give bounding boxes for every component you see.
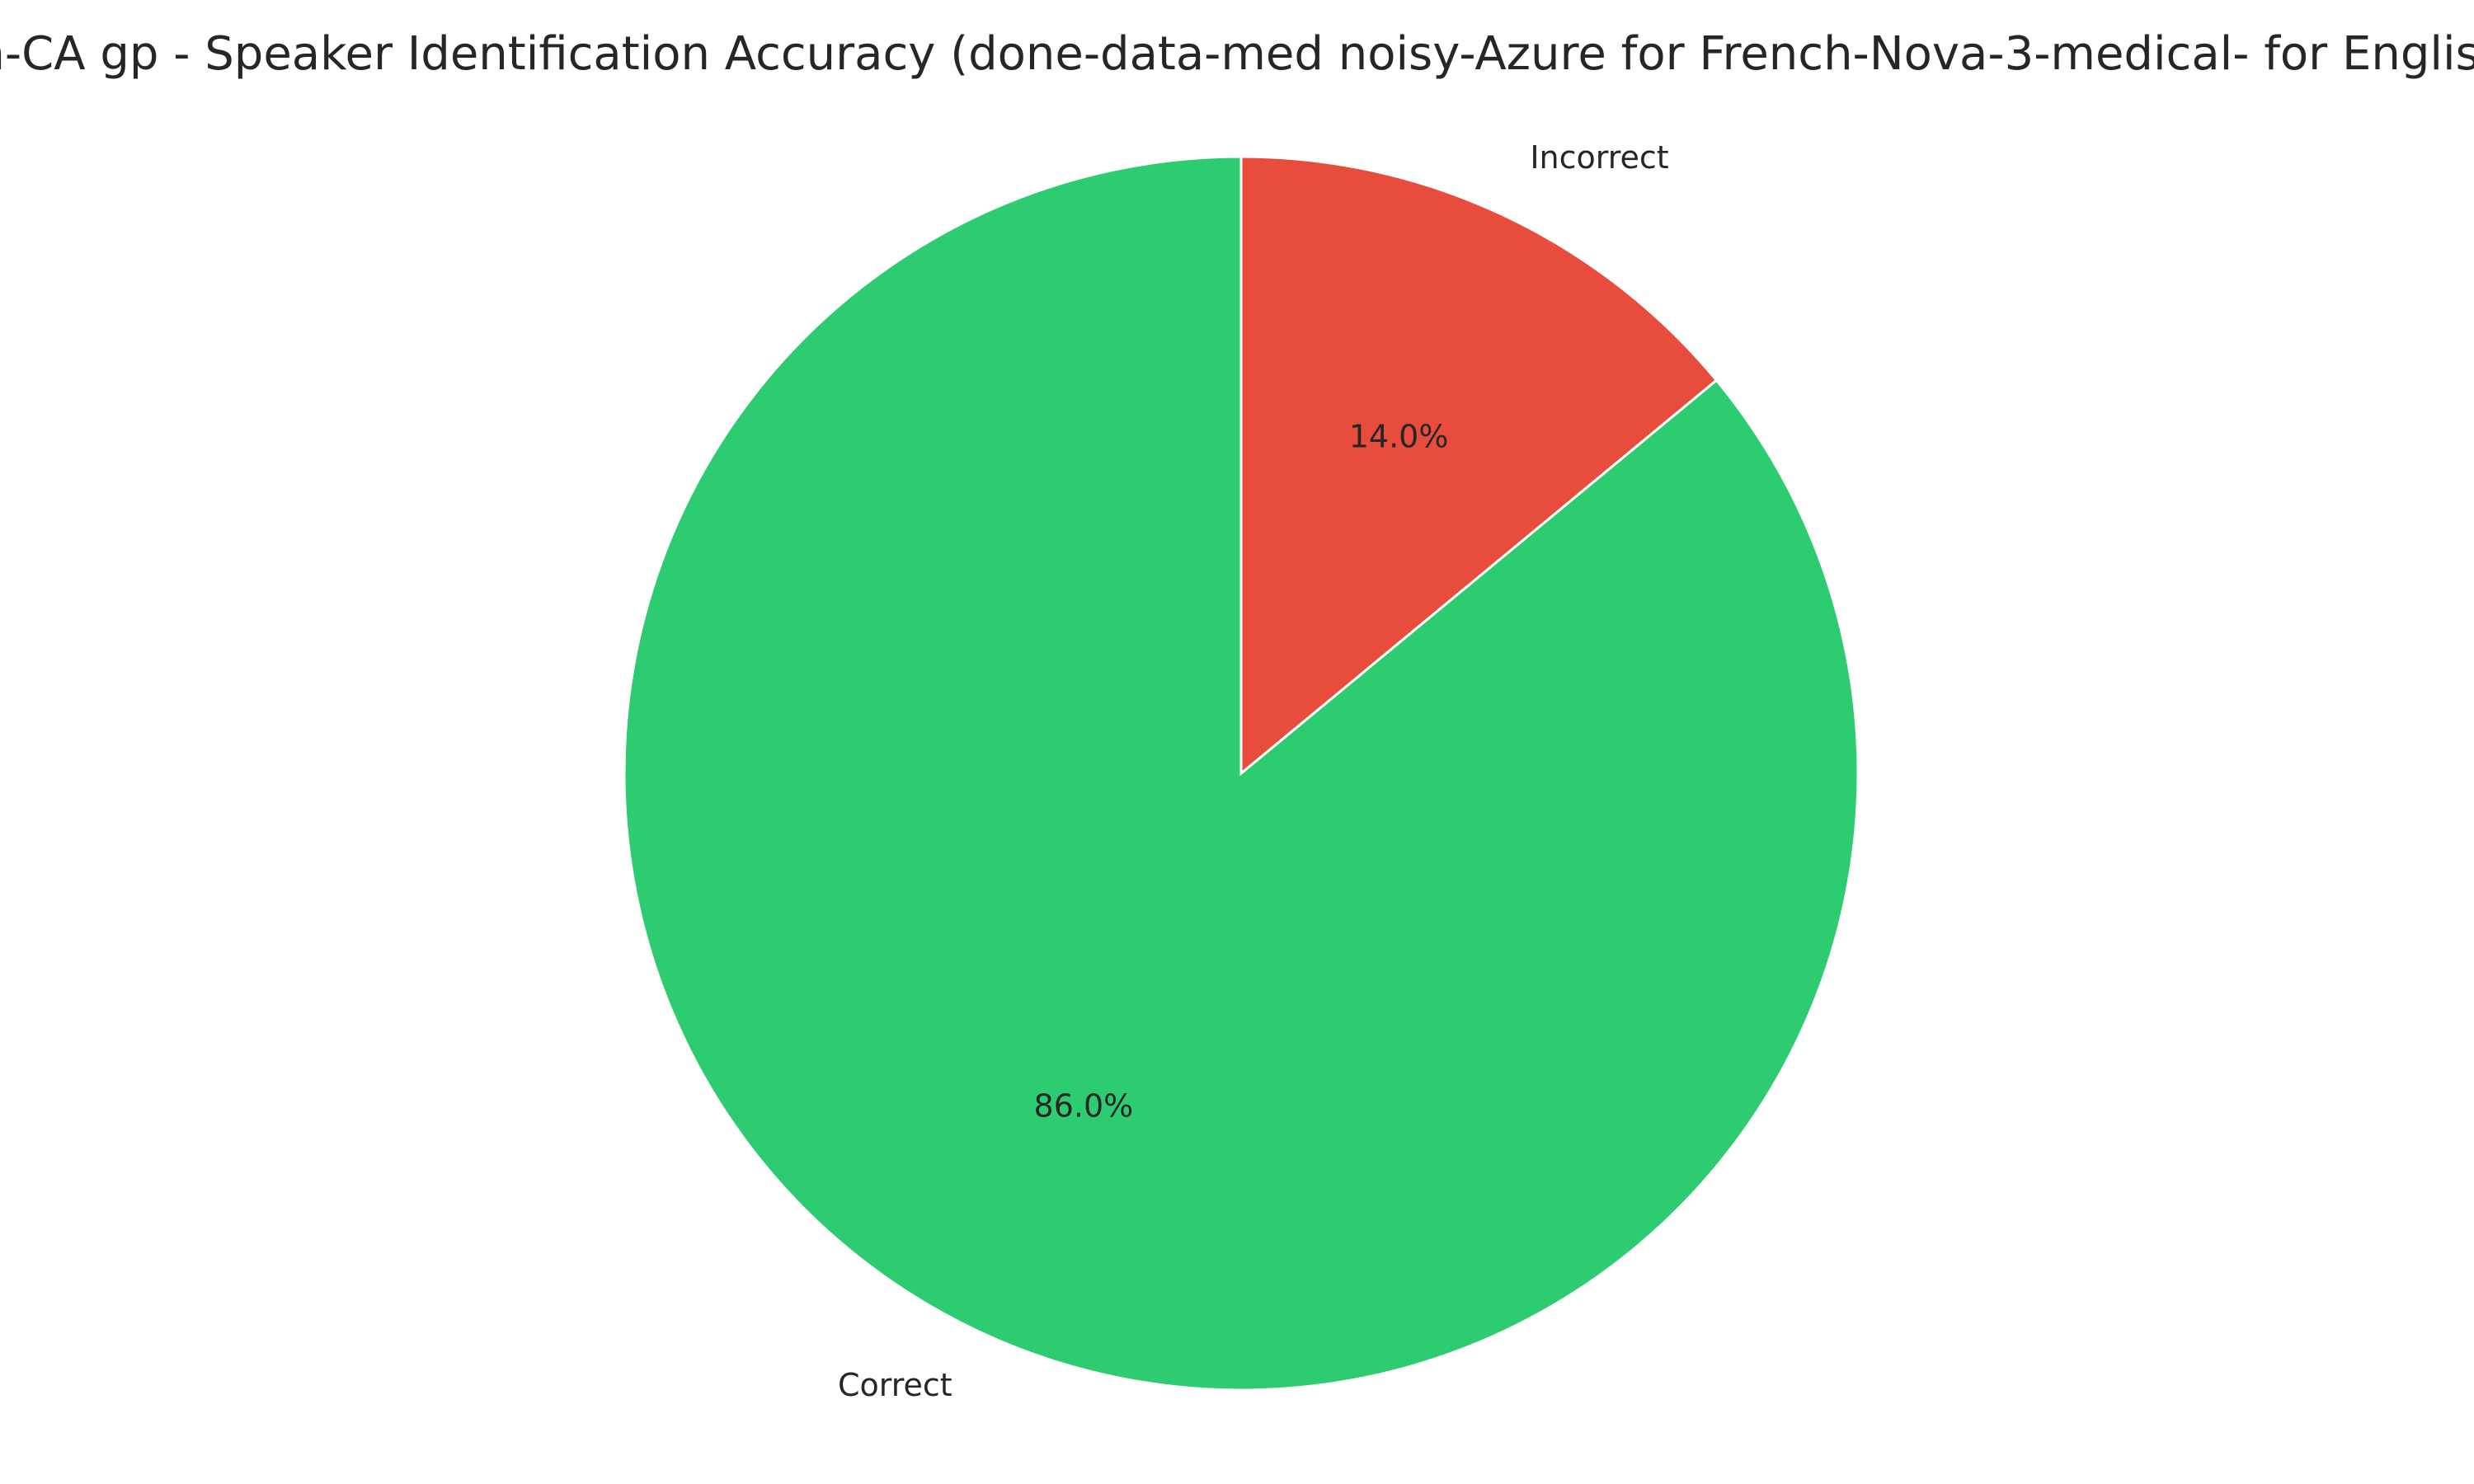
pie-slice-incorrect: [1239, 155, 1719, 777]
slice-percent-incorrect: 14.0%: [1349, 418, 1449, 454]
slice-label-correct: Correct: [838, 1367, 952, 1403]
pie-group: Correct 86.0% Incorrect 14.0%: [623, 139, 1860, 1403]
chart-title: en-CA gp - Speaker Identification Accura…: [0, 27, 2474, 81]
slice-percent-correct: 86.0%: [1034, 1088, 1134, 1125]
slice-label-incorrect: Incorrect: [1530, 139, 1668, 176]
